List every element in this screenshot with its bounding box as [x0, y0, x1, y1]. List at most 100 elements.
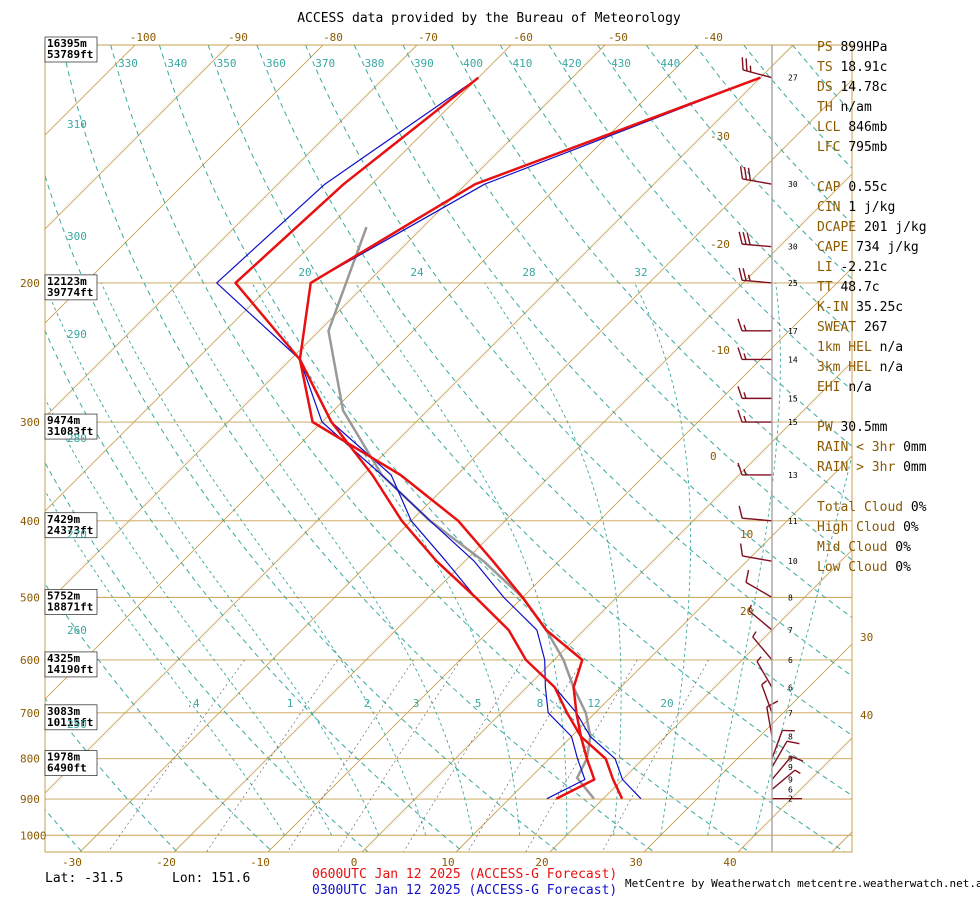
index-item: Total Cloud 0%	[817, 500, 927, 515]
height-label-box	[44, 36, 98, 63]
index-value: n/a	[879, 360, 904, 375]
wind-barb-flag	[738, 231, 743, 245]
height-label-m: 7429m	[47, 513, 80, 526]
wind-speed-label: 9	[788, 775, 793, 784]
dry-adiabat-line	[45, 697, 178, 852]
lat-label: Lat: -31.5	[45, 871, 123, 886]
index-key: DS	[817, 80, 833, 95]
wind-barb-flag	[743, 167, 748, 180]
wind-barb-flag	[742, 268, 747, 281]
pressure-tick: 1000	[20, 829, 47, 842]
theta-top-label: 440	[660, 57, 680, 70]
index-key: RAIN > 3hr	[817, 460, 896, 475]
height-label-box	[44, 589, 98, 615]
theta-top-label: 330	[118, 57, 138, 70]
index-key: EHI	[817, 380, 841, 395]
theta-left-label: 260	[67, 624, 87, 637]
index-item: High Cloud 0%	[817, 520, 919, 535]
height-label-m: 3083m	[47, 705, 80, 718]
isotherm-line	[45, 45, 230, 230]
mixing-ratio-line	[286, 659, 414, 852]
index-item: PS 899HPa	[817, 40, 887, 55]
mixing-ratio-label-upper: 28	[522, 266, 535, 279]
dry-adiabat-line	[158, 45, 845, 852]
index-value: 18.91c	[840, 60, 888, 75]
mixing-ratio-line	[206, 659, 338, 852]
wind-barb-shaft	[742, 555, 773, 562]
index-item: CIN 1 j/kg	[817, 200, 895, 215]
dry-adiabat-line	[61, 45, 655, 852]
wind-speed-label: 6	[788, 785, 793, 794]
wind-barb-half	[743, 353, 747, 360]
dry-adiabat-line	[305, 45, 852, 677]
mixing-ratio-label-lower: 20	[660, 697, 673, 710]
mixing-ratio-line	[601, 659, 709, 852]
index-value: 0%	[910, 500, 927, 515]
wind-barb-half	[756, 656, 762, 662]
right-temp-tick: -20	[710, 238, 730, 251]
bottom-temp-tick: -20	[156, 856, 176, 869]
mixing-ratio-line	[337, 659, 461, 852]
moist-adiabat-line	[707, 282, 781, 836]
index-key: TS	[817, 60, 833, 75]
thermo-grid	[45, 45, 852, 852]
index-key: Low Cloud	[817, 560, 888, 575]
wind-barb-flag	[737, 462, 743, 476]
isotherm-line	[79, 79, 852, 852]
wind-barb-half	[748, 604, 752, 612]
index-key: LFC	[817, 140, 841, 155]
bottom-temp-tick: 40	[723, 856, 736, 869]
dry-adiabat-line	[207, 45, 852, 797]
index-key: CAPE	[817, 240, 849, 255]
profiles	[216, 76, 761, 800]
lon-label: Lon: 151.6	[172, 871, 250, 886]
wind-barb-shaft	[742, 517, 773, 522]
height-label-ft: 18871ft	[47, 600, 93, 613]
top-temp-tick: -60	[513, 31, 533, 44]
index-item: DCAPE 201 j/kg	[817, 220, 927, 235]
bottom-temp-tick: -30	[62, 856, 82, 869]
isotherm-line	[45, 45, 512, 512]
index-value: 0.55c	[848, 180, 888, 195]
top-temp-tick: -90	[228, 31, 248, 44]
height-label-box	[44, 413, 98, 440]
height-label-box	[44, 512, 98, 539]
wind-barb-shaft	[748, 610, 773, 631]
dry-adiabat-line	[256, 45, 852, 736]
wind-barb-shaft	[742, 243, 773, 248]
index-item: TS 18.91c	[817, 60, 887, 75]
wind-barb-flag	[739, 166, 744, 180]
wind-barb-flag	[786, 740, 800, 745]
index-item: RAIN < 3hr 0mm	[817, 440, 927, 455]
mixing-ratio-label-upper: 20	[298, 266, 311, 279]
isotherm-line	[45, 45, 794, 794]
index-key: CAP	[817, 180, 841, 195]
wind-speed-label: 6	[788, 656, 793, 665]
index-item: EHI n/a	[817, 380, 872, 395]
index-value: 899HPa	[840, 40, 888, 55]
index-key: RAIN < 3hr	[817, 440, 896, 455]
theta-top-label: 370	[315, 57, 335, 70]
wind-speed-label: 6	[788, 683, 793, 692]
index-item: LI -2.21c	[817, 260, 887, 275]
index-value: 0%	[895, 560, 911, 575]
index-item: Mid Cloud 0%	[817, 540, 911, 555]
dry-adiabat-line	[45, 173, 560, 852]
index-key: TT	[817, 280, 833, 295]
height-label-box	[44, 704, 98, 731]
height-label-ft: 24373ft	[47, 524, 93, 537]
bottom-temp-tick: 0	[351, 856, 358, 869]
wind-barb-flag	[737, 318, 743, 332]
bottom-temp-tick: 30	[629, 856, 642, 869]
isotherm-line	[173, 173, 852, 852]
isotherm-line	[45, 45, 700, 700]
index-item: 3km HEL n/a	[817, 360, 903, 375]
index-item: LCL 846mb	[817, 120, 887, 135]
index-item	[817, 480, 825, 495]
moist-adiabat-line	[355, 282, 568, 836]
isotherm-line	[643, 643, 852, 852]
wind-speed-label: 27	[788, 74, 798, 83]
isotherm-line	[45, 45, 606, 606]
top-temp-tick: -80	[323, 31, 343, 44]
